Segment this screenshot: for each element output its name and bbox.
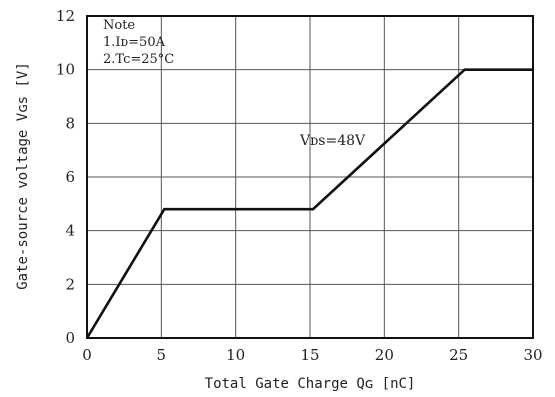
x-tick-labels: 0 5 10 15 20 25 30 bbox=[82, 346, 542, 364]
y-axis-title: Gate-source voltage Vɢs [V] bbox=[15, 62, 31, 290]
y-tick-label: 12 bbox=[56, 7, 75, 25]
x-tick-label: 25 bbox=[449, 346, 468, 364]
y-tick-label: 4 bbox=[65, 222, 75, 240]
x-tick-label: 20 bbox=[375, 346, 394, 364]
series-line-vgs bbox=[85, 68, 533, 339]
y-tick-label: 2 bbox=[65, 275, 75, 293]
grid-lines bbox=[87, 16, 533, 338]
y-tick-label: 6 bbox=[65, 168, 75, 186]
x-tick-label: 15 bbox=[300, 346, 319, 364]
x-tick-label: 5 bbox=[157, 346, 167, 364]
note-line-1: 1.Iᴅ=50A bbox=[103, 35, 166, 50]
note-title: Note bbox=[103, 18, 135, 33]
x-axis-title: Total Gate Charge Qɢ [nC] bbox=[205, 376, 416, 392]
note-line-2: 2.Tc=25°C bbox=[103, 52, 174, 67]
y-tick-label: 10 bbox=[56, 61, 75, 79]
y-tick-labels: 0 2 4 6 8 10 12 bbox=[56, 7, 75, 347]
x-tick-label: 0 bbox=[82, 346, 92, 364]
plot-frame bbox=[86, 15, 534, 339]
x-tick-label: 10 bbox=[226, 346, 245, 364]
y-tick-label: 0 bbox=[65, 329, 75, 347]
vds-annotation: Vᴅs=48V bbox=[299, 133, 366, 149]
y-tick-label: 8 bbox=[65, 114, 75, 132]
x-tick-label: 30 bbox=[523, 346, 542, 364]
